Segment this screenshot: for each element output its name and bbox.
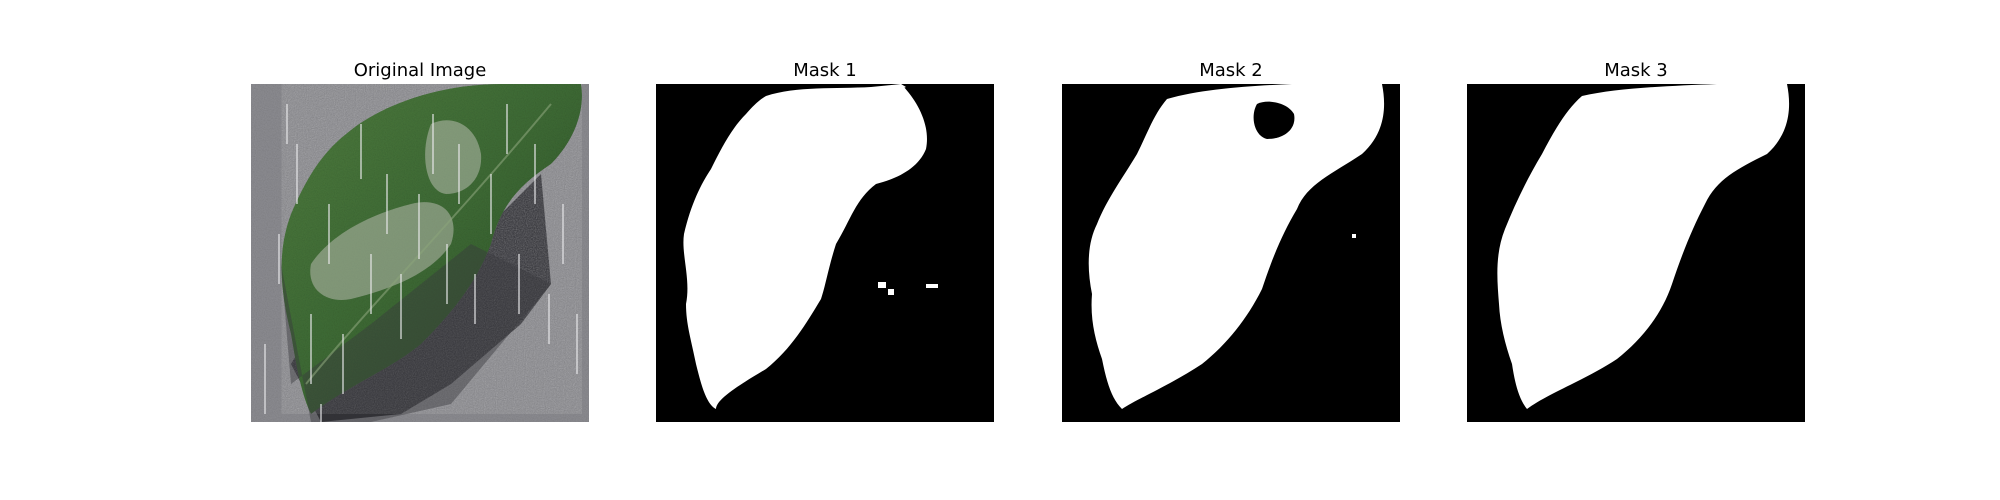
mask-3-panel: Mask 3 [1467, 58, 1805, 422]
mask-1-panel: Mask 1 [656, 58, 994, 422]
original-image [251, 84, 589, 422]
mask-2-panel: Mask 2 [1062, 58, 1400, 422]
mask-3-image [1467, 84, 1805, 422]
mask-1-image [656, 84, 994, 422]
original-image-title: Original Image [353, 60, 487, 81]
mask-2-image [1062, 84, 1400, 422]
mask-1-title: Mask 1 [793, 60, 857, 81]
original-image-panel: Original Image [251, 58, 589, 422]
mask-3-title: Mask 3 [1604, 60, 1668, 81]
mask-2-title: Mask 2 [1199, 60, 1263, 81]
